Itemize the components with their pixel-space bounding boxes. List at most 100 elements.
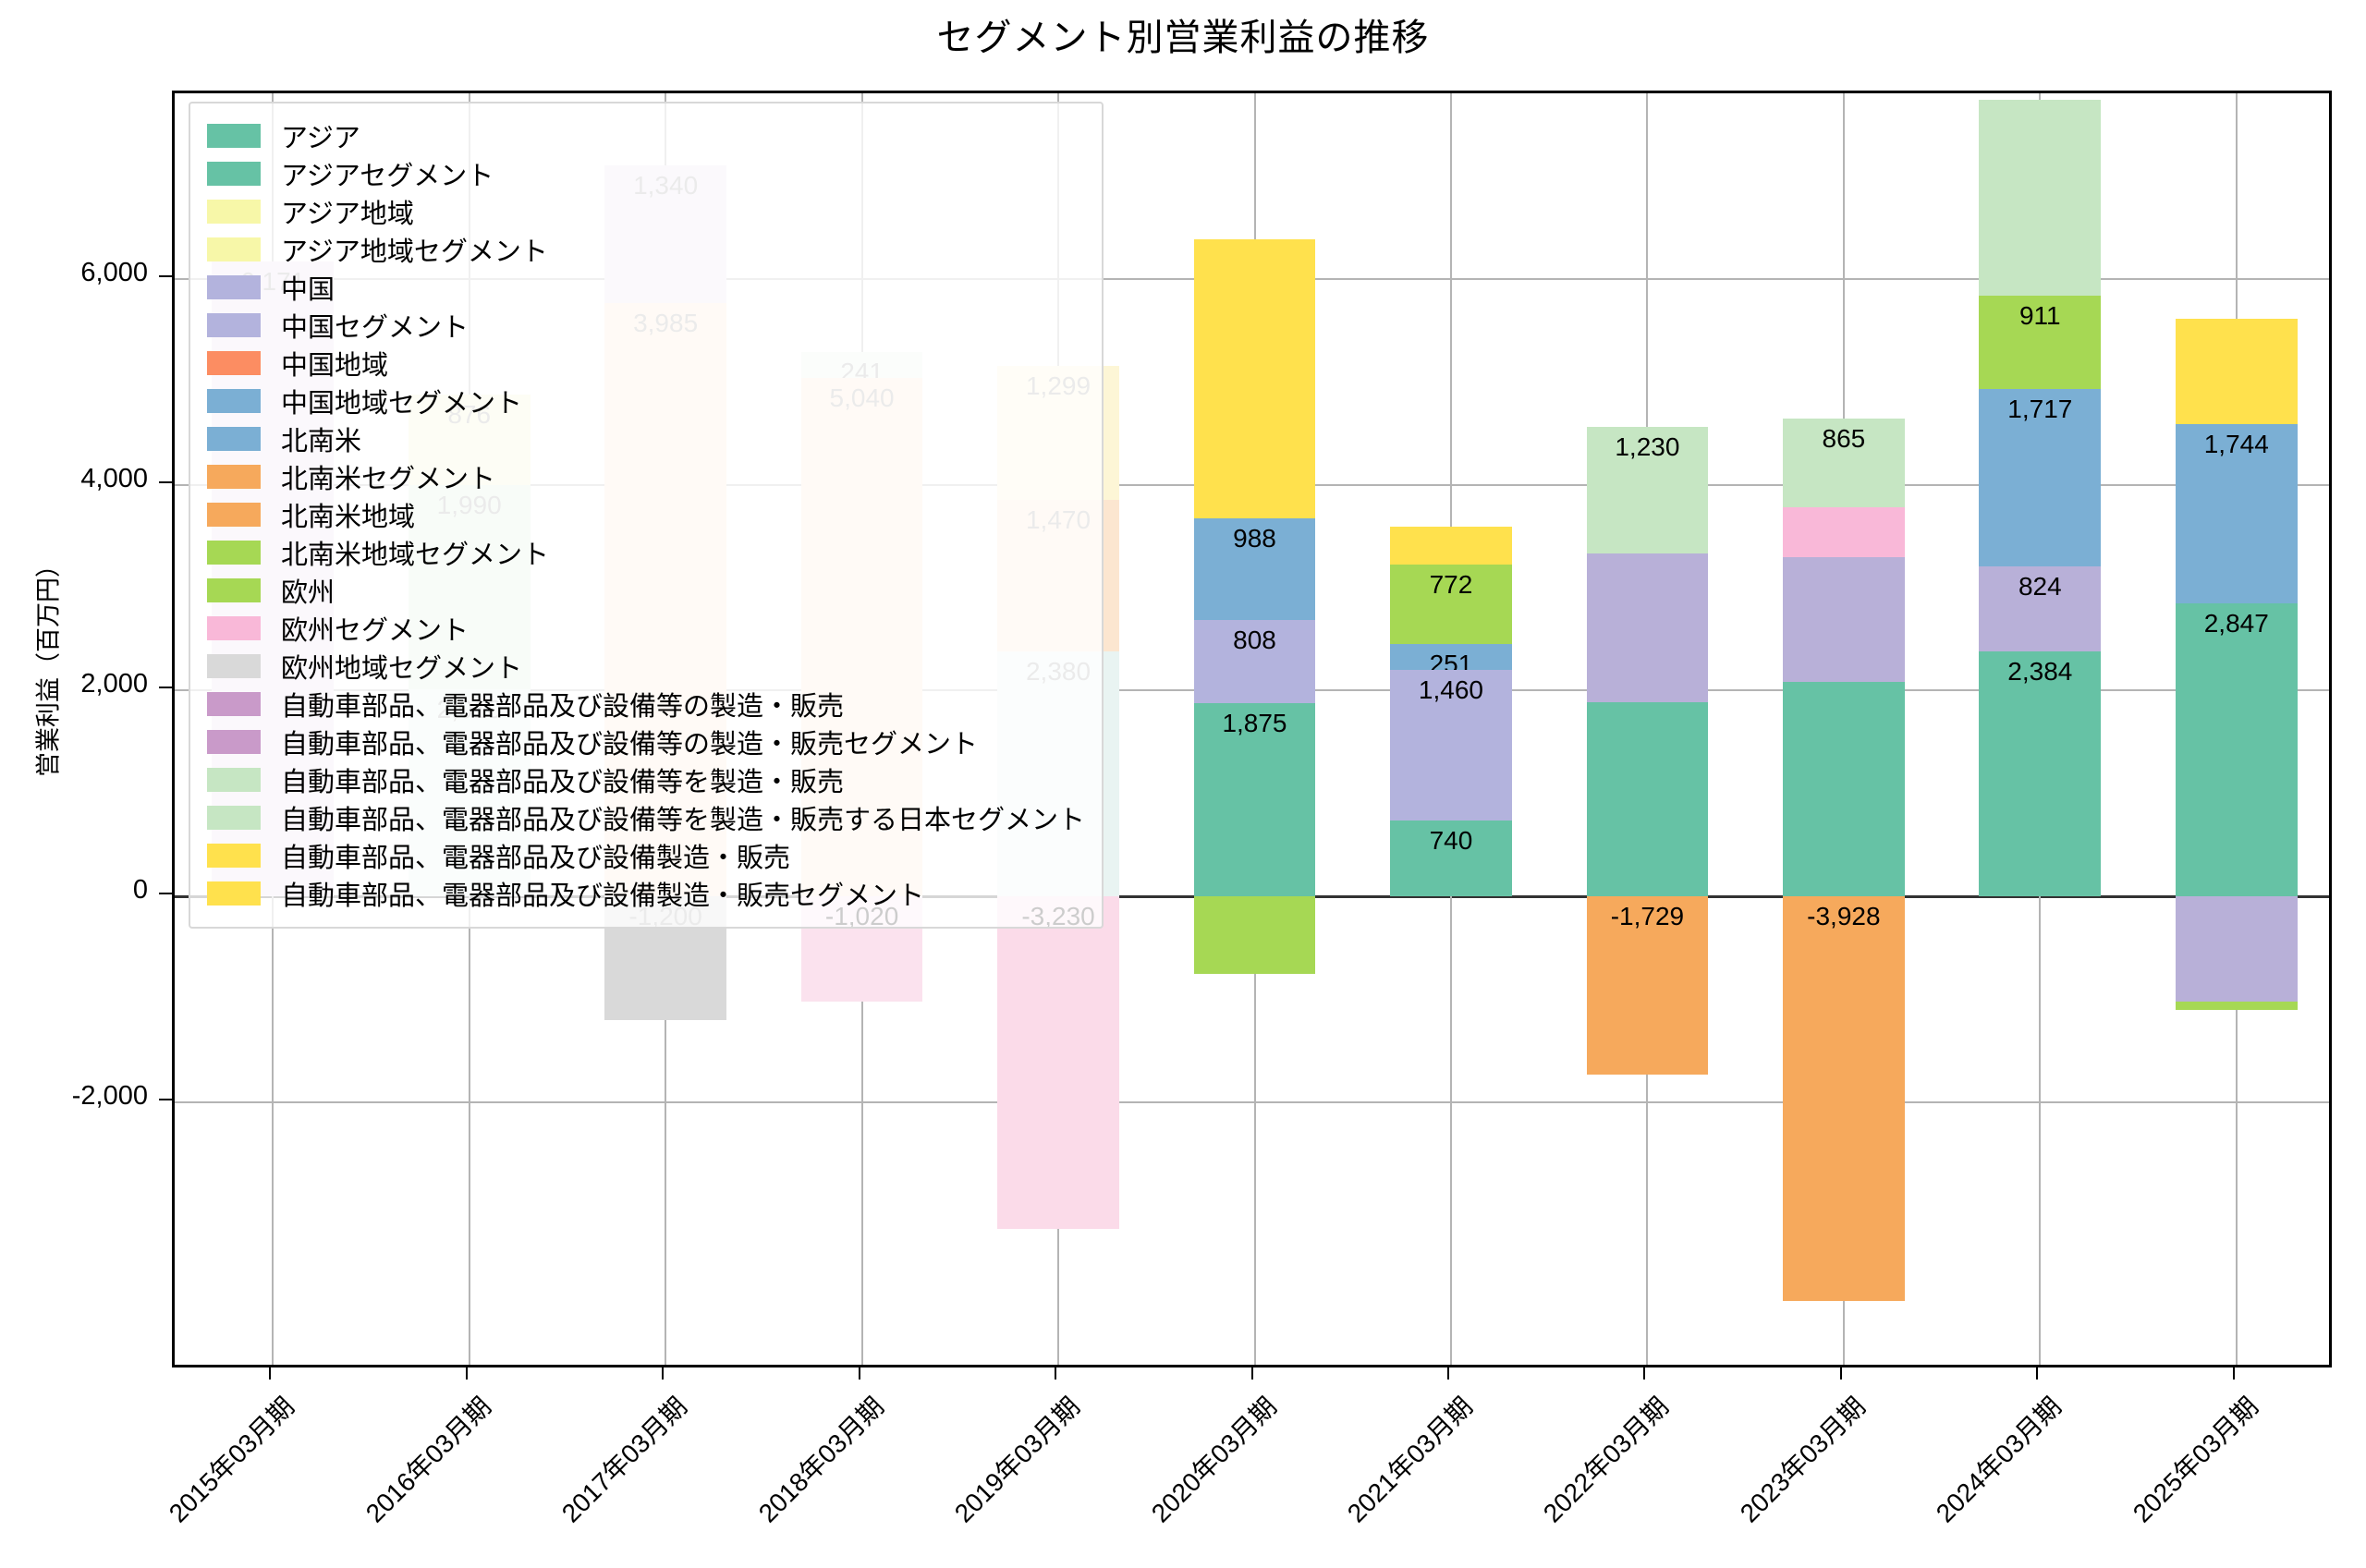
- x-tick-label: 2023年03月期: [1734, 1392, 1872, 1528]
- legend-item-label: 北南米: [281, 426, 362, 456]
- legend-item[interactable]: 中国地域セグメント: [207, 382, 1085, 419]
- y-tick-mark: [159, 687, 172, 689]
- x-tick-label: 2015年03月期: [163, 1392, 300, 1528]
- bar-segment[interactable]: [1979, 295, 2102, 390]
- legend-item[interactable]: 欧州セグメント: [207, 609, 1085, 647]
- legend-item-label: 欧州: [281, 577, 335, 608]
- x-tick-mark: [1839, 1367, 1842, 1380]
- legend-item[interactable]: 自動車部品、電器部品及び設備製造・販売: [207, 836, 1085, 874]
- bar-segment[interactable]: [1783, 418, 1905, 508]
- bar-segment[interactable]: [1390, 820, 1512, 897]
- legend-item-label: 北南米地域セグメント: [281, 540, 550, 570]
- x-tick-mark: [2232, 1367, 2235, 1380]
- bar-group[interactable]: 865 -3,928: [175, 93, 2329, 1365]
- x-tick-mark: [1055, 1367, 1057, 1380]
- legend-item[interactable]: アジア地域: [207, 192, 1085, 230]
- legend-color-swatch: [207, 274, 261, 299]
- y-tick-mark: [159, 1099, 172, 1101]
- bar-segment[interactable]: [1979, 100, 2102, 296]
- x-tick-label: 2020年03月期: [1145, 1392, 1282, 1528]
- bar-segment[interactable]: [1586, 427, 1709, 554]
- legend-item[interactable]: 自動車部品、電器部品及び設備等の製造・販売セグメント: [207, 723, 1085, 760]
- bar-segment[interactable]: [2175, 1002, 2298, 1010]
- bar-segment[interactable]: [1586, 896, 1709, 1075]
- legend-item[interactable]: アジアセグメント: [207, 154, 1085, 192]
- bar-segment[interactable]: [1783, 681, 1905, 897]
- legend-item[interactable]: 中国: [207, 268, 1085, 306]
- legend-item[interactable]: 自動車部品、電器部品及び設備等を製造・販売する日本セグメント: [207, 798, 1085, 836]
- legend-item-label: 中国地域セグメント: [281, 388, 523, 419]
- bar-segment[interactable]: [2175, 896, 2298, 1002]
- x-tick-label: 2024年03月期: [1931, 1392, 2067, 1528]
- legend-item-label: 自動車部品、電器部品及び設備等の製造・販売セグメント: [281, 729, 979, 760]
- bar-group[interactable]: 1,744 2,847: [175, 93, 2329, 1365]
- bar-segment[interactable]: [1390, 644, 1512, 671]
- x-tick-mark: [1643, 1367, 1646, 1380]
- y-tick-label: -2,000: [71, 1081, 148, 1112]
- legend-color-swatch: [207, 161, 261, 186]
- legend-item-label: 自動車部品、電器部品及び設備等の製造・販売: [281, 691, 845, 722]
- legend-item-label: 自動車部品、電器部品及び設備製造・販売セグメント: [281, 881, 925, 911]
- x-tick-label: 2019年03月期: [948, 1392, 1086, 1528]
- bar-segment[interactable]: [1586, 701, 1709, 897]
- legend-color-swatch: [207, 237, 261, 261]
- bar-segment[interactable]: [1979, 389, 2102, 566]
- legend-item-label: 中国セグメント: [281, 312, 470, 343]
- legend-item[interactable]: 中国地域: [207, 344, 1085, 382]
- legend-item[interactable]: 欧州: [207, 571, 1085, 609]
- legend-item[interactable]: 自動車部品、電器部品及び設備製造・販売セグメント: [207, 874, 1085, 912]
- y-tick-label: 2,000: [80, 669, 148, 699]
- x-tick-mark: [1250, 1367, 1253, 1380]
- x-tick-mark: [2036, 1367, 2039, 1380]
- y-axis-label: 営業利益（百万円）: [34, 553, 63, 777]
- bar-segment[interactable]: [1193, 896, 1316, 974]
- legend-item-label: 自動車部品、電器部品及び設備製造・販売: [281, 843, 791, 873]
- legend-color-swatch: [207, 691, 261, 716]
- bar-segment[interactable]: [2175, 423, 2298, 603]
- bar-segment[interactable]: [1586, 553, 1709, 702]
- bar-segment[interactable]: [1390, 526, 1512, 565]
- legend-item[interactable]: アジア地域セグメント: [207, 230, 1085, 268]
- bar-segment[interactable]: [1193, 238, 1316, 518]
- bar-segment[interactable]: [1193, 703, 1316, 897]
- legend-color-swatch: [207, 767, 261, 792]
- legend-item[interactable]: 北南米: [207, 419, 1085, 457]
- legend-item[interactable]: 北南米地域: [207, 495, 1085, 533]
- bar-segment[interactable]: [1979, 650, 2102, 897]
- bar-segment[interactable]: [2175, 318, 2298, 424]
- bar-group[interactable]: 911 1,717 824 2,384: [175, 93, 2329, 1365]
- legend-color-swatch: [207, 199, 261, 224]
- y-tick-label: 6,000: [80, 257, 148, 287]
- legend-item-label: 中国地域: [281, 350, 389, 381]
- legend-color-swatch: [207, 312, 261, 337]
- bar-segment[interactable]: [1193, 517, 1316, 620]
- legend-item[interactable]: アジア: [207, 116, 1085, 154]
- bar-segment[interactable]: [1390, 565, 1512, 645]
- gridline-horizontal: [175, 1101, 2329, 1104]
- bar-segment[interactable]: [1783, 507, 1905, 557]
- legend-color-swatch: [207, 350, 261, 375]
- legend-item[interactable]: 欧州地域セグメント: [207, 647, 1085, 685]
- bar-segment[interactable]: [2175, 603, 2298, 897]
- legend-item-label: 欧州地域セグメント: [281, 653, 523, 684]
- bar-segment[interactable]: [1193, 619, 1316, 703]
- legend-item[interactable]: 北南米セグメント: [207, 457, 1085, 495]
- bar-segment[interactable]: [997, 896, 1119, 1230]
- y-tick-mark: [159, 893, 172, 895]
- legend-color-swatch: [207, 615, 261, 640]
- legend-color-swatch: [207, 502, 261, 527]
- legend-item[interactable]: 北南米地域セグメント: [207, 533, 1085, 571]
- legend-item[interactable]: 自動車部品、電器部品及び設備等を製造・販売: [207, 760, 1085, 798]
- x-tick-mark: [1446, 1367, 1449, 1380]
- legend-item[interactable]: 自動車部品、電器部品及び設備等の製造・販売: [207, 685, 1085, 723]
- y-tick-mark: [159, 480, 172, 483]
- legend-item[interactable]: 中国セグメント: [207, 306, 1085, 344]
- bar-group[interactable]: 1,230 -1,729: [175, 93, 2329, 1365]
- bar-segment[interactable]: [1979, 565, 2102, 651]
- legend-item-label: 自動車部品、電器部品及び設備等を製造・販売: [281, 767, 845, 797]
- bar-segment[interactable]: [1783, 556, 1905, 682]
- legend-item-label: アジアセグメント: [281, 161, 494, 191]
- bar-segment[interactable]: [1783, 896, 1905, 1302]
- legend-item-label: 北南米セグメント: [281, 464, 496, 494]
- bar-segment[interactable]: [1390, 670, 1512, 820]
